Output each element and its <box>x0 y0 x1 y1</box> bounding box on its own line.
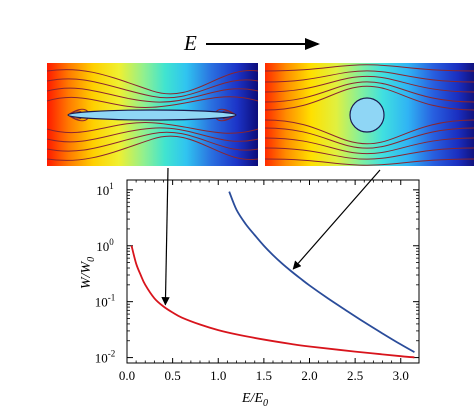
x-tick-label: 1.5 <box>256 368 272 383</box>
elliptical-inclusion <box>67 109 237 121</box>
inset-circle <box>264 63 474 166</box>
x-axis-label-subscript: 0 <box>263 398 268 409</box>
data-curves <box>130 191 415 359</box>
field-line <box>264 127 474 149</box>
annotation-arrows <box>161 167 381 306</box>
field-line <box>264 64 474 72</box>
y-axis-label: W/W0 <box>79 257 97 289</box>
field-line <box>46 69 259 95</box>
field-line <box>264 70 474 83</box>
field-line <box>264 137 474 155</box>
field-line <box>46 96 259 108</box>
arrow-ellipse-to-red-curve <box>161 167 170 306</box>
series-blue-curve <box>228 191 415 353</box>
field-line <box>46 87 259 103</box>
inset-circle-field-lines <box>264 64 474 166</box>
y-tick-label: 10-2 <box>95 349 116 366</box>
y-tick-label: 10-1 <box>95 293 116 310</box>
x-tick-label: 2.5 <box>347 368 363 383</box>
x-tick-label: 3.0 <box>393 368 409 383</box>
field-line <box>264 119 474 145</box>
field-line <box>264 158 474 166</box>
x-tick-label: 2.0 <box>301 368 317 383</box>
field-line <box>264 81 474 103</box>
x-tick-label: 0.0 <box>119 368 135 383</box>
plot-frame <box>126 179 420 364</box>
plot-area: 10-2 10-1 100 101 0.0 0.5 1.0 1.5 2.0 2.5 3.0 <box>95 179 420 383</box>
field-line <box>46 127 259 143</box>
x-axis-ticks: 0.0 0.5 1.0 1.5 2.0 2.5 3.0 <box>119 180 409 383</box>
y-axis-label-main: W/W <box>79 261 94 290</box>
field-line <box>46 122 259 134</box>
field-line <box>46 135 259 161</box>
field-line <box>264 75 474 93</box>
y-tick-label: 100 <box>96 237 114 254</box>
field-line <box>46 78 259 99</box>
x-axis-label-main: E/E <box>241 391 263 406</box>
x-tick-label: 0.5 <box>165 368 181 383</box>
x-axis-label: E/E0 <box>241 391 268 409</box>
field-line <box>264 85 474 111</box>
y-tick-label: 101 <box>96 181 114 198</box>
x-tick-label: 1.0 <box>210 368 226 383</box>
field-direction-label: E <box>183 31 320 55</box>
field-line <box>46 131 259 152</box>
field-arrowhead <box>305 38 320 50</box>
arrow-circle-to-blue-curve <box>292 169 381 270</box>
series-red-curve <box>130 245 415 359</box>
circular-inclusion <box>349 97 385 133</box>
field-line <box>264 147 474 160</box>
field-symbol: E <box>183 31 197 55</box>
y-axis-ticks: 10-2 10-1 100 101 <box>95 181 419 366</box>
y-axis-label-subscript: 0 <box>86 257 97 262</box>
inset-ellipse <box>46 63 259 166</box>
